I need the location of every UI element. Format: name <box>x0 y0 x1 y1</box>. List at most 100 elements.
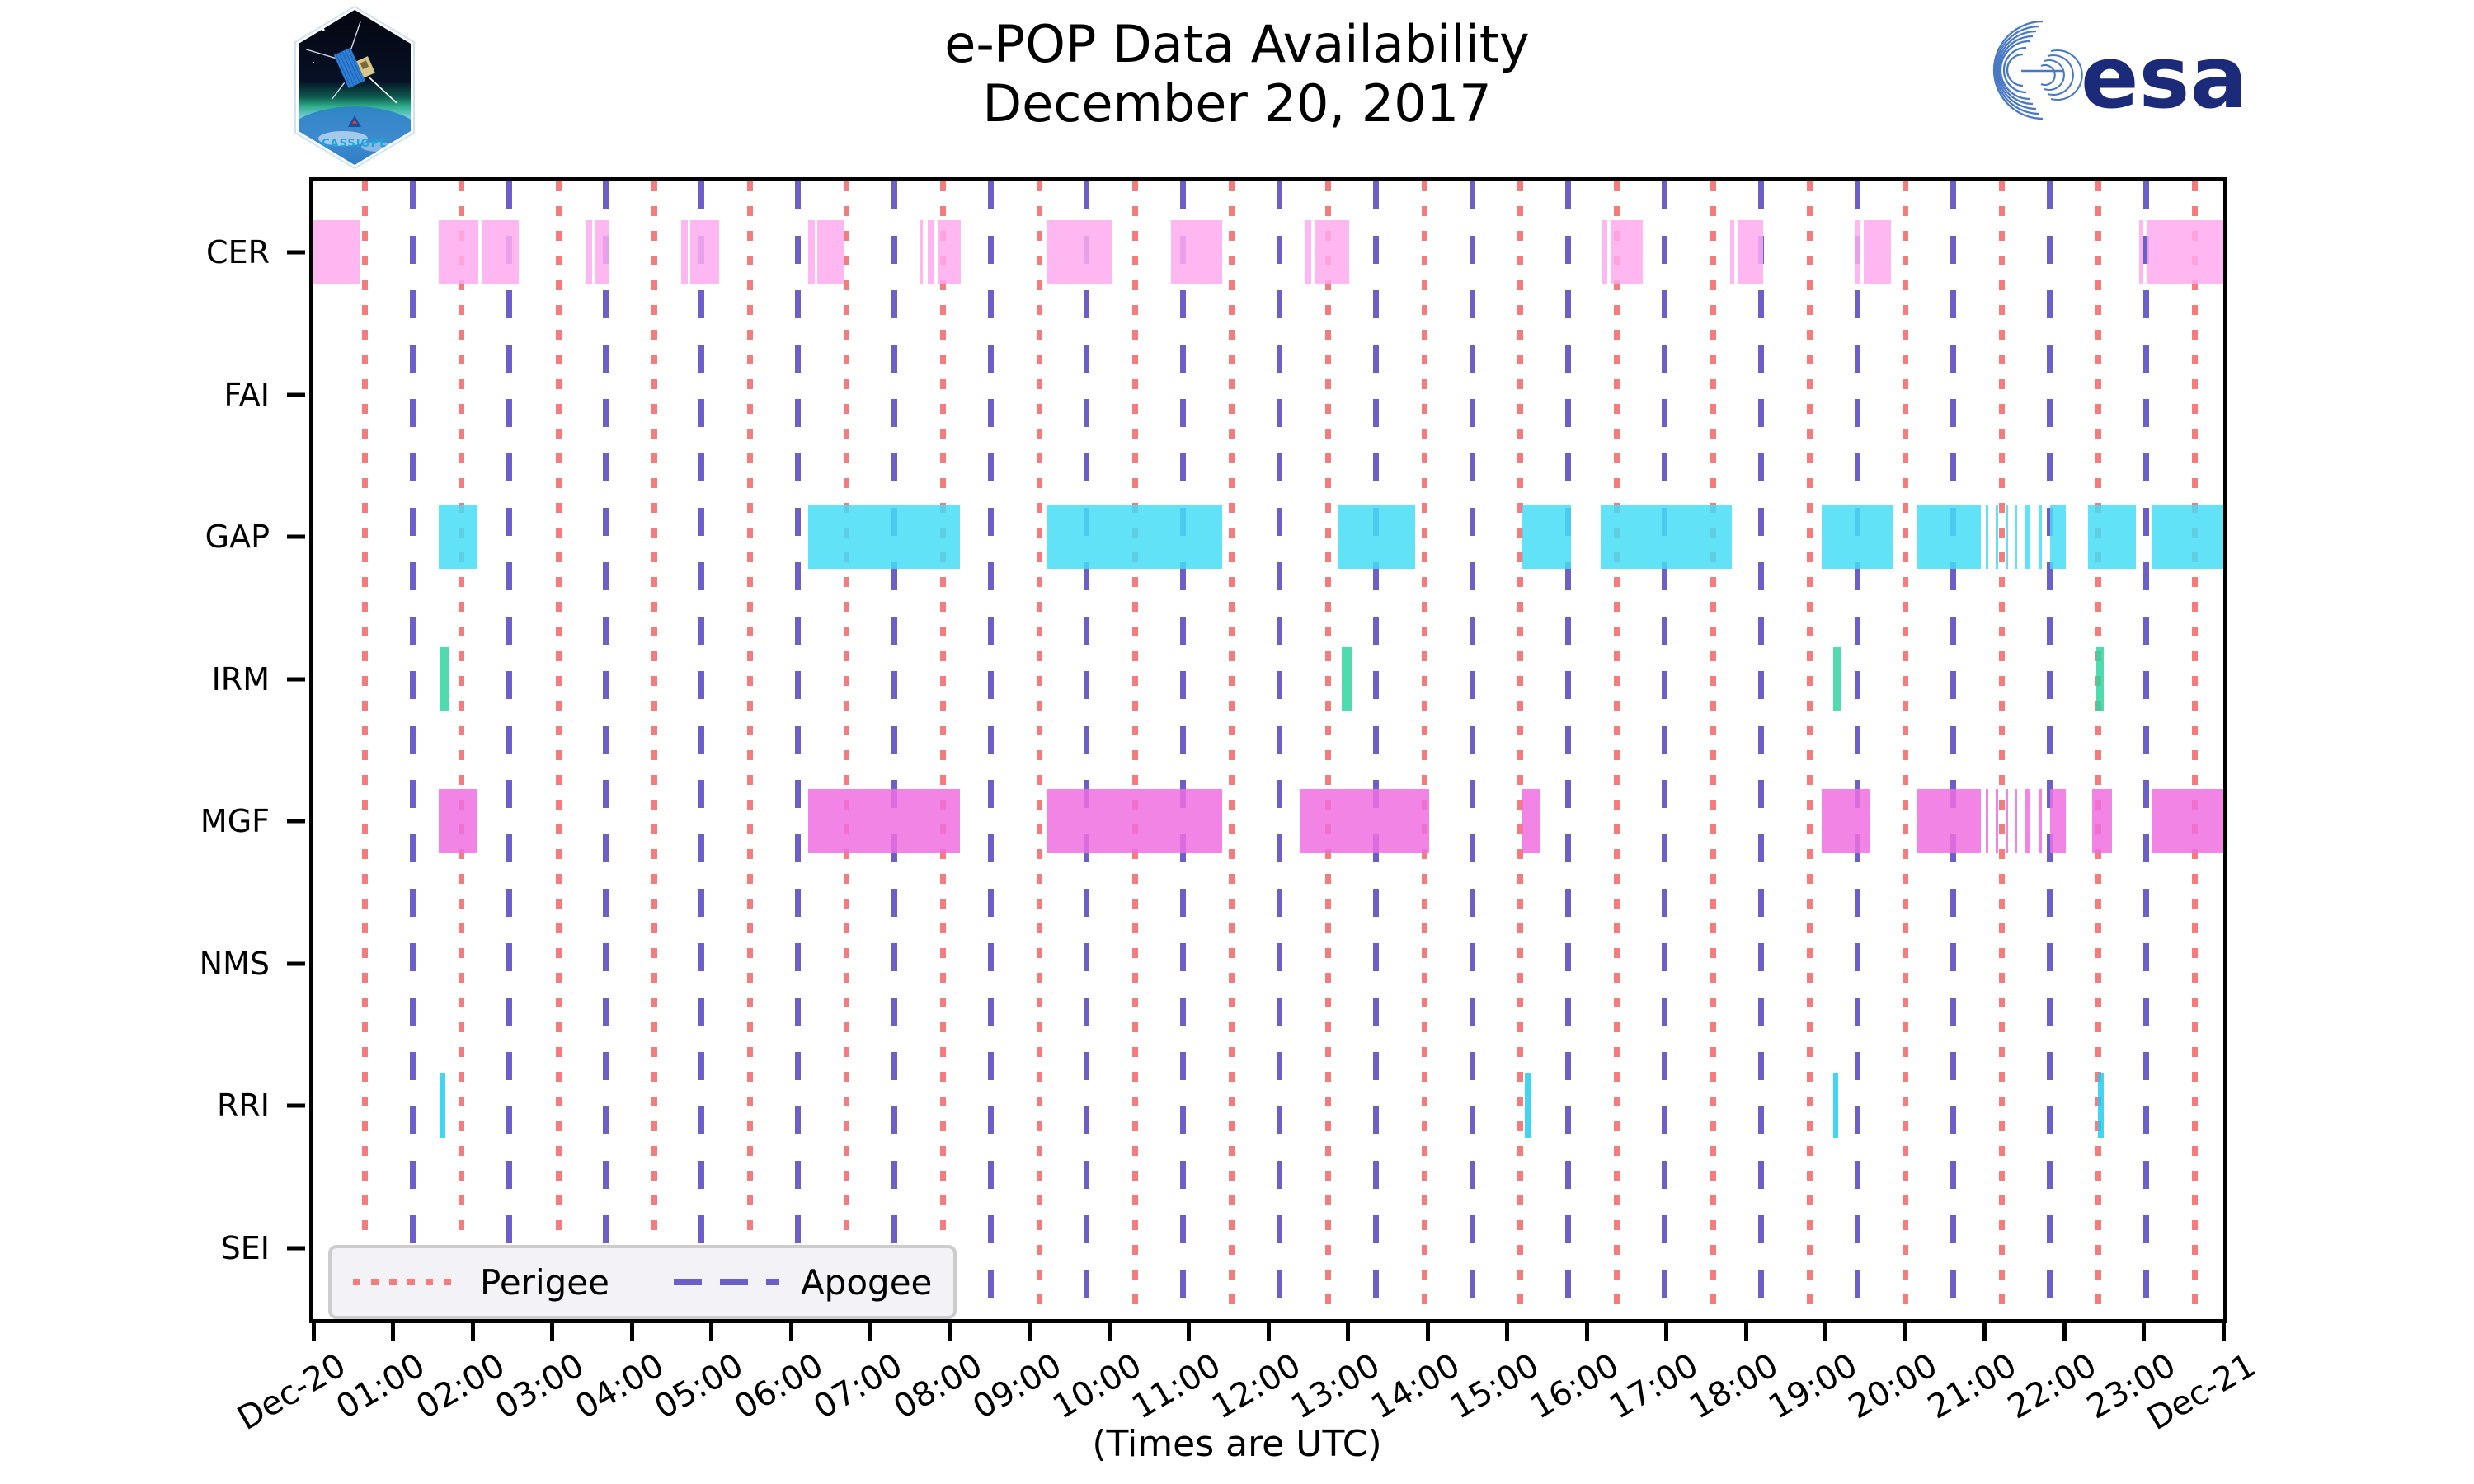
availability-bar-cer <box>927 220 934 285</box>
apogee-line-swatch <box>673 1279 779 1285</box>
availability-bar-rri <box>1833 1073 1838 1139</box>
legend: Perigee Apogee <box>328 1245 957 1319</box>
availability-bar-gap <box>2087 505 2136 570</box>
x-tick-mark <box>1346 1323 1350 1341</box>
esa-wordmark: esa <box>2081 27 2248 126</box>
x-tick-label: 02:00 <box>409 1346 511 1427</box>
x-tick-mark <box>868 1323 872 1341</box>
availability-bar-mgf <box>1521 789 1541 854</box>
availability-bar-cer <box>439 220 478 285</box>
availability-bar-mgf <box>1821 789 1870 854</box>
x-tick-label: 06:00 <box>727 1346 830 1427</box>
perigee-line <box>1517 181 1524 1319</box>
x-tick-label: 16:00 <box>1523 1346 1625 1427</box>
y-tick-mark <box>287 250 305 255</box>
y-tick-label-cer: CER <box>206 234 270 271</box>
availability-bar-gap <box>1996 505 1998 570</box>
availability-bar-gap <box>1521 505 1571 570</box>
availability-bar-cer <box>313 220 360 285</box>
availability-bar-cer <box>690 220 720 285</box>
x-tick-mark <box>1664 1323 1668 1341</box>
availability-bar-rri <box>2097 1073 2105 1139</box>
apogee-line <box>1565 181 1572 1319</box>
availability-bar-cer <box>1729 220 1735 285</box>
availability-bar-mgf <box>2152 789 2223 854</box>
x-tick-mark <box>311 1323 316 1341</box>
availability-bar-gap <box>1821 505 1893 570</box>
availability-bar-gap <box>439 505 477 570</box>
availability-bar-cer <box>1856 220 1860 285</box>
x-tick-mark <box>1903 1323 1907 1341</box>
availability-bar-mgf <box>439 789 477 854</box>
availability-bar-irm <box>1341 646 1353 711</box>
perigee-line <box>2095 181 2101 1319</box>
perigee-line <box>1614 181 1620 1319</box>
x-tick-mark <box>629 1323 634 1341</box>
availability-bar-cer <box>680 220 688 285</box>
x-tick-mark <box>1982 1323 1987 1341</box>
y-tick-mark <box>287 819 305 824</box>
y-tick-label-sei: SEI <box>220 1229 270 1266</box>
x-tick-mark <box>550 1323 554 1341</box>
legend-item-perigee[interactable]: Perigee <box>353 1262 609 1303</box>
availability-bar-mgf <box>2024 789 2030 854</box>
x-tick-mark <box>1743 1323 1748 1341</box>
legend-label-perigee: Perigee <box>480 1261 609 1303</box>
perigee-line <box>555 181 562 1319</box>
y-tick-mark <box>287 677 305 682</box>
x-tick-label: 07:00 <box>807 1346 909 1427</box>
availability-bar-mgf <box>2015 789 2018 854</box>
availability-bar-irm <box>440 646 449 711</box>
x-tick-mark <box>2142 1323 2146 1341</box>
apogee-line <box>1084 181 1090 1319</box>
y-tick-label-fai: FAI <box>223 376 270 413</box>
availability-bar-cer <box>482 220 519 285</box>
apogee-line <box>1757 181 1764 1319</box>
availability-bar-mgf <box>1986 789 1989 854</box>
x-tick-label: 15:00 <box>1444 1346 1545 1427</box>
availability-bar-mgf <box>808 789 960 854</box>
availability-bar-cer <box>586 220 592 285</box>
perigee-line <box>458 181 464 1319</box>
y-tick-label-mgf: MGF <box>200 803 270 840</box>
x-tick-label: 05:00 <box>648 1346 750 1427</box>
x-tick-label: 21:00 <box>1921 1346 2023 1427</box>
x-tick-mark <box>788 1323 793 1341</box>
availability-bar-gap <box>1601 505 1732 570</box>
apogee-line <box>1950 181 1957 1319</box>
title-line-2: December 20, 2017 <box>982 73 1492 134</box>
x-tick-mark <box>1187 1323 1191 1341</box>
availability-bar-gap <box>1338 505 1415 570</box>
x-axis-ticks <box>309 1323 2232 1341</box>
apogee-line <box>1372 181 1379 1319</box>
availability-bar-gap <box>1047 505 1223 570</box>
perigee-line <box>2191 181 2198 1319</box>
apogee-line <box>2047 181 2053 1319</box>
x-tick-mark <box>391 1323 395 1341</box>
availability-bar-cer <box>1171 220 1223 285</box>
y-tick-mark <box>287 392 305 397</box>
y-tick-mark <box>287 534 305 539</box>
legend-item-apogee[interactable]: Apogee <box>673 1262 932 1303</box>
cassiope-mission-patch-logo: CASSIOPE <box>272 5 437 170</box>
apogee-line <box>1854 181 1860 1319</box>
availability-bar-cer <box>1305 220 1312 285</box>
x-tick-mark <box>1107 1323 1112 1341</box>
availability-bar-cer <box>808 220 815 285</box>
availability-bar-gap <box>2039 505 2042 570</box>
title-line-1: e-POP Data Availability <box>944 14 1530 74</box>
availability-bar-irm <box>2095 646 2105 711</box>
availability-bar-mgf <box>1047 789 1223 854</box>
x-tick-label: 17:00 <box>1603 1346 1705 1427</box>
x-tick-mark <box>709 1323 713 1341</box>
perigee-line-swatch <box>353 1279 459 1285</box>
x-tick-label: 22:00 <box>2001 1346 2103 1427</box>
x-tick-mark <box>470 1323 475 1341</box>
availability-bar-cer <box>816 220 844 285</box>
x-tick-mark <box>1505 1323 1509 1341</box>
svg-text:CASSIOPE: CASSIOPE <box>322 138 388 150</box>
apogee-line <box>1180 181 1187 1319</box>
availability-bar-cer <box>594 220 609 285</box>
x-tick-label: 11:00 <box>1126 1346 1227 1427</box>
perigee-line <box>1806 181 1813 1319</box>
